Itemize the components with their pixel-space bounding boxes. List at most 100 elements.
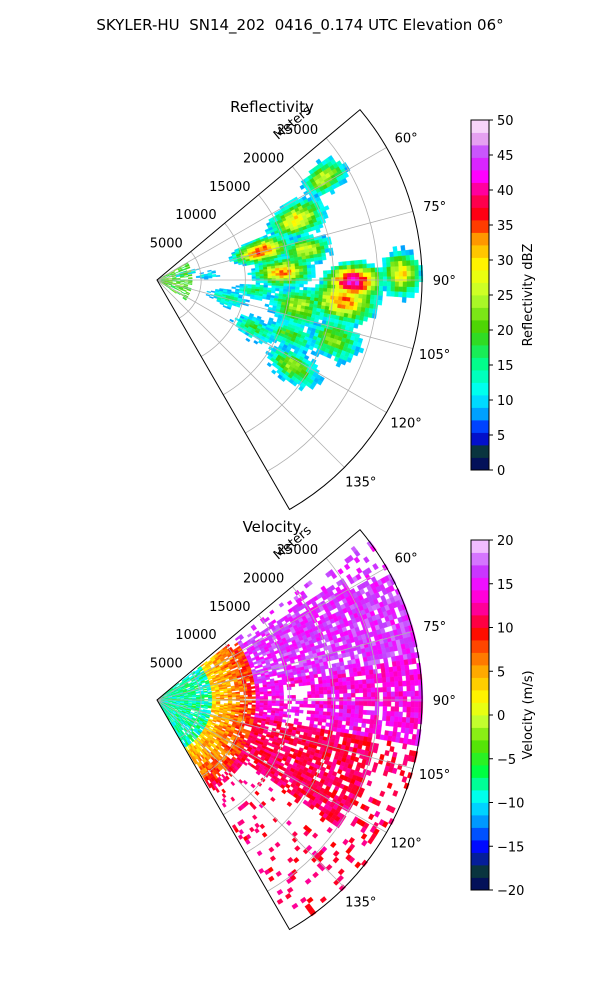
data-cell bbox=[317, 676, 323, 681]
data-cell bbox=[259, 696, 265, 699]
data-cell bbox=[267, 271, 272, 274]
data-cell bbox=[374, 692, 380, 698]
data-cell bbox=[350, 684, 356, 690]
data-cell bbox=[283, 703, 288, 707]
data-cell bbox=[294, 292, 300, 297]
data-cell bbox=[390, 261, 395, 268]
data-cell bbox=[370, 714, 375, 720]
data-cell bbox=[405, 249, 410, 256]
data-cell bbox=[275, 278, 280, 282]
data-cell bbox=[389, 721, 395, 727]
data-cell bbox=[370, 687, 376, 693]
data-cell bbox=[250, 686, 256, 689]
data-cell bbox=[394, 706, 400, 712]
data-cell bbox=[406, 265, 411, 272]
data-cell bbox=[281, 719, 287, 723]
data-cell bbox=[402, 281, 408, 288]
data-cell bbox=[315, 228, 321, 234]
data-cell bbox=[390, 291, 395, 297]
data-cell bbox=[283, 286, 288, 290]
data-cell bbox=[315, 704, 320, 709]
data-cell bbox=[334, 682, 340, 687]
data-cell bbox=[263, 280, 269, 284]
data-cell bbox=[410, 292, 415, 299]
data-cell bbox=[262, 296, 267, 300]
data-cell bbox=[343, 171, 350, 179]
range-tick-label: 20000 bbox=[243, 151, 284, 166]
data-cell bbox=[412, 668, 418, 675]
data-cell bbox=[378, 687, 384, 693]
data-cell bbox=[310, 290, 316, 295]
data-cell bbox=[271, 688, 276, 692]
data-cell bbox=[333, 674, 339, 680]
data-cell bbox=[385, 257, 391, 263]
data-cell bbox=[347, 273, 352, 278]
data-cell bbox=[263, 695, 268, 699]
colorbar-tick-label: 20 bbox=[497, 324, 514, 339]
data-cell bbox=[410, 690, 416, 697]
data-cell bbox=[283, 706, 288, 710]
data-cell bbox=[342, 716, 347, 722]
data-cell bbox=[375, 659, 381, 665]
data-cell bbox=[414, 287, 419, 293]
data-cell bbox=[279, 270, 284, 274]
data-cell bbox=[276, 726, 281, 730]
data-cell bbox=[302, 682, 308, 686]
data-cell bbox=[327, 701, 332, 706]
data-cell bbox=[271, 275, 276, 279]
data-cell bbox=[267, 280, 272, 284]
data-cell bbox=[373, 673, 379, 679]
data-cell bbox=[360, 307, 366, 313]
data-cell bbox=[386, 686, 392, 693]
data-cell bbox=[361, 298, 367, 304]
data-cell bbox=[348, 836, 356, 844]
data-cell bbox=[322, 714, 327, 720]
data-cell bbox=[298, 709, 304, 714]
data-cell bbox=[367, 732, 373, 739]
data-cell bbox=[283, 269, 288, 274]
data-cell bbox=[185, 265, 190, 268]
data-cell bbox=[318, 223, 324, 229]
data-cell bbox=[266, 362, 273, 368]
data-cell bbox=[263, 282, 268, 286]
data-cell bbox=[363, 276, 368, 282]
data-cell bbox=[382, 715, 387, 722]
data-cell bbox=[272, 722, 278, 727]
data-cell bbox=[227, 700, 233, 703]
data-cell bbox=[314, 710, 320, 715]
data-cell bbox=[279, 703, 284, 707]
data-cell bbox=[406, 276, 412, 282]
data-cell bbox=[231, 695, 237, 698]
data-cell bbox=[181, 266, 186, 269]
data-cell bbox=[361, 302, 367, 308]
data-cell bbox=[344, 728, 350, 734]
data-cell bbox=[376, 729, 382, 735]
data-cell bbox=[275, 692, 280, 697]
data-cell bbox=[286, 600, 293, 606]
data-cell bbox=[263, 691, 268, 695]
data-cell bbox=[171, 273, 176, 276]
reflectivity-panel: Reflectivity50001000015000200002500060°7… bbox=[150, 98, 536, 511]
data-cell bbox=[370, 281, 376, 287]
data-cell bbox=[390, 266, 396, 272]
data-cell bbox=[245, 299, 250, 303]
data-cell bbox=[326, 715, 331, 720]
data-cell bbox=[371, 766, 377, 773]
data-cell bbox=[326, 711, 332, 716]
data-cell bbox=[250, 712, 256, 716]
data-cell bbox=[334, 296, 339, 301]
data-cell bbox=[307, 691, 312, 695]
data-cell bbox=[358, 293, 363, 299]
data-cell bbox=[299, 280, 304, 285]
data-cell bbox=[366, 272, 372, 278]
data-cell bbox=[334, 292, 340, 297]
data-cell bbox=[271, 693, 276, 697]
data-cell bbox=[263, 285, 268, 288]
data-cell bbox=[255, 700, 261, 704]
data-cell bbox=[275, 708, 280, 712]
data-cell bbox=[326, 291, 332, 296]
data-cell bbox=[403, 732, 409, 740]
data-cell bbox=[314, 297, 319, 302]
data-cell bbox=[372, 563, 379, 571]
data-cell bbox=[326, 288, 332, 293]
